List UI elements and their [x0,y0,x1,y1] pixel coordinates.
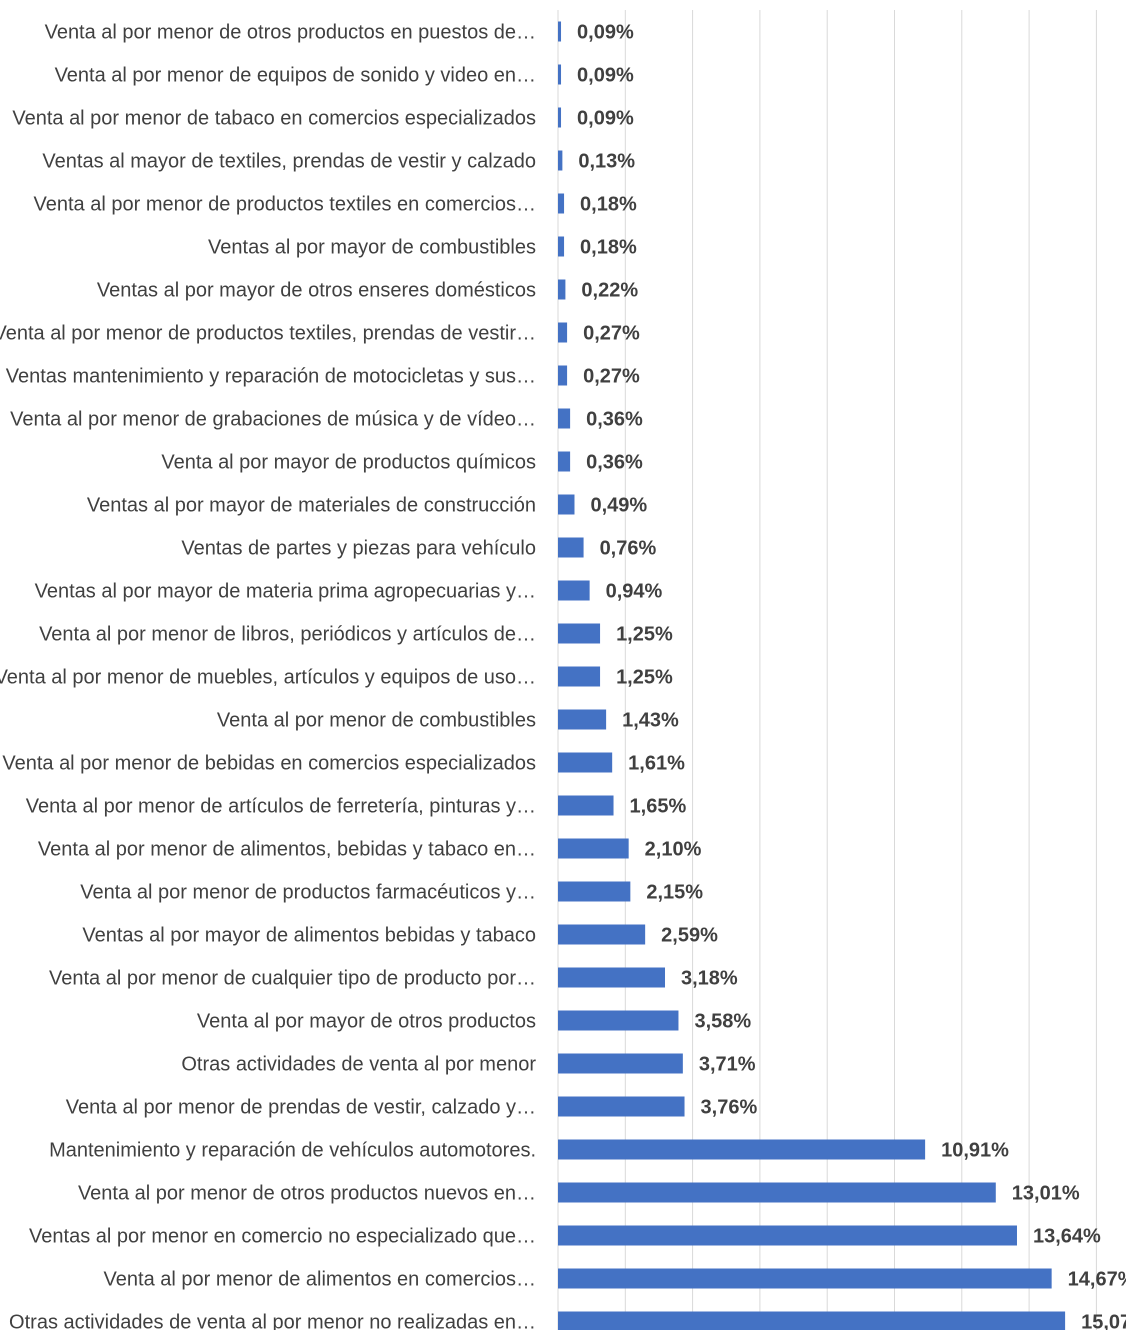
value-label: 2,15% [646,882,703,904]
value-labels: 0,09% 0,09% 0,09% 0,13% 0,18% 0,18% 0,22% 0,27%… [577,22,1126,1334]
value-label: 0,13% [578,151,635,173]
category-label: Ventas al mayor de textiles, prendas de … [42,151,536,173]
bar [558,1182,996,1203]
bar [558,1096,685,1117]
category-label: Venta al por menor de alimentos en comer… [104,1269,536,1291]
bar [558,1268,1052,1289]
category-label: Ventas de partes y piezas para vehículo [181,538,536,560]
bar [558,795,614,816]
category-label: Otras actividades de venta al por menor … [9,1312,536,1331]
value-label: 1,43% [622,710,679,732]
category-label: Venta al por menor de productos textiles… [0,323,536,345]
bar [558,451,571,472]
value-label: 0,27% [583,323,640,345]
value-label: 14,67% [1068,1269,1126,1291]
category-label: Mantenimiento y reparación de vehículos … [49,1140,536,1162]
value-label: 3,71% [699,1054,756,1076]
bar [558,1053,683,1074]
bar [558,580,590,601]
value-label: 0,18% [580,237,637,259]
bar [558,193,565,214]
value-label: 13,64% [1033,1226,1101,1248]
value-label: 0,36% [586,452,643,474]
category-label: Venta al por mayor de productos químicos [161,452,536,474]
bar [558,322,568,343]
category-label: Venta al por menor de otros productos en… [45,22,536,44]
value-label: 13,01% [1012,1183,1080,1205]
bar [558,838,629,859]
category-label: Ventas mantenimiento y reparación de mot… [6,366,536,388]
bar [558,967,666,988]
bar [558,365,568,386]
bar [558,236,565,257]
value-label: 10,91% [941,1140,1009,1162]
bars [558,21,1066,1332]
category-label: Ventas al por mayor de materia prima agr… [35,581,536,603]
category-label: Venta al por menor de alimentos, bebidas… [38,839,536,861]
category-label: Venta al por menor de productos textiles… [34,194,536,216]
category-labels: Venta al por menor de otros productos en… [0,22,536,1334]
category-label: Venta al por menor de prendas de vestir,… [66,1097,536,1119]
category-label: Venta al por menor de productos farmacéu… [80,882,536,904]
category-label: Venta al por menor de cualquier tipo de … [49,968,536,990]
category-label: Venta al por menor de tabaco en comercio… [12,108,536,130]
category-label: Venta al por menor de muebles, artículos… [0,667,536,689]
category-label: Otras actividades de venta al por menor [181,1054,536,1076]
category-label: Venta al por menor de bebidas en comerci… [2,753,536,775]
category-label: Venta al por menor de grabaciones de mús… [10,409,536,431]
category-label: Ventas al por mayor de otros enseres dom… [97,280,536,302]
value-label: 0,09% [577,22,634,44]
value-label: 0,27% [583,366,640,388]
bar [558,107,562,128]
bar [558,752,613,773]
bar [558,279,566,300]
bar [558,924,646,945]
category-label: Venta al por menor de equipos de sonido … [55,65,536,87]
value-label: 1,25% [616,667,673,689]
category-label: Ventas al por mayor de alimentos bebidas… [82,925,536,947]
category-label: Venta al por mayor de otros productos [197,1011,536,1033]
bar [558,1010,679,1031]
value-label: 15,07% [1081,1312,1126,1331]
bar [558,1225,1017,1246]
bar [558,21,562,42]
value-label: 2,59% [661,925,718,947]
value-label: 0,09% [577,108,634,130]
value-label: 0,09% [577,65,634,87]
bar [558,623,601,644]
bar [558,881,631,902]
category-label: Ventas al por mayor de materiales de con… [87,495,536,517]
bar [558,666,601,687]
value-label: 1,65% [630,796,687,818]
value-label: 0,76% [600,538,657,560]
category-label: Venta al por menor de otros productos nu… [78,1183,536,1205]
bar [558,1139,926,1160]
bar [558,494,575,515]
category-label: Venta al por menor de libros, periódicos… [39,624,536,646]
gridlines [557,10,1097,1335]
category-label: Ventas al por mayor de combustibles [208,237,536,259]
bar [558,408,571,429]
value-label: 0,94% [606,581,663,603]
bar [558,150,563,171]
value-label: 3,76% [701,1097,758,1119]
bar [558,64,562,85]
value-label: 3,58% [694,1011,751,1033]
category-label: Venta al por menor de artículos de ferre… [26,796,536,818]
category-label: Venta al por menor de combustibles [217,710,536,732]
value-label: 0,18% [580,194,637,216]
value-label: 2,10% [645,839,702,861]
value-label: 1,25% [616,624,673,646]
bar [558,537,584,558]
value-label: 0,22% [581,280,638,302]
value-label: 3,18% [681,968,738,990]
bar [558,1311,1066,1332]
category-label: Ventas al por menor en comercio no espec… [29,1226,536,1248]
value-label: 1,61% [628,753,685,775]
bar [558,709,607,730]
value-label: 0,49% [590,495,647,517]
value-label: 0,36% [586,409,643,431]
